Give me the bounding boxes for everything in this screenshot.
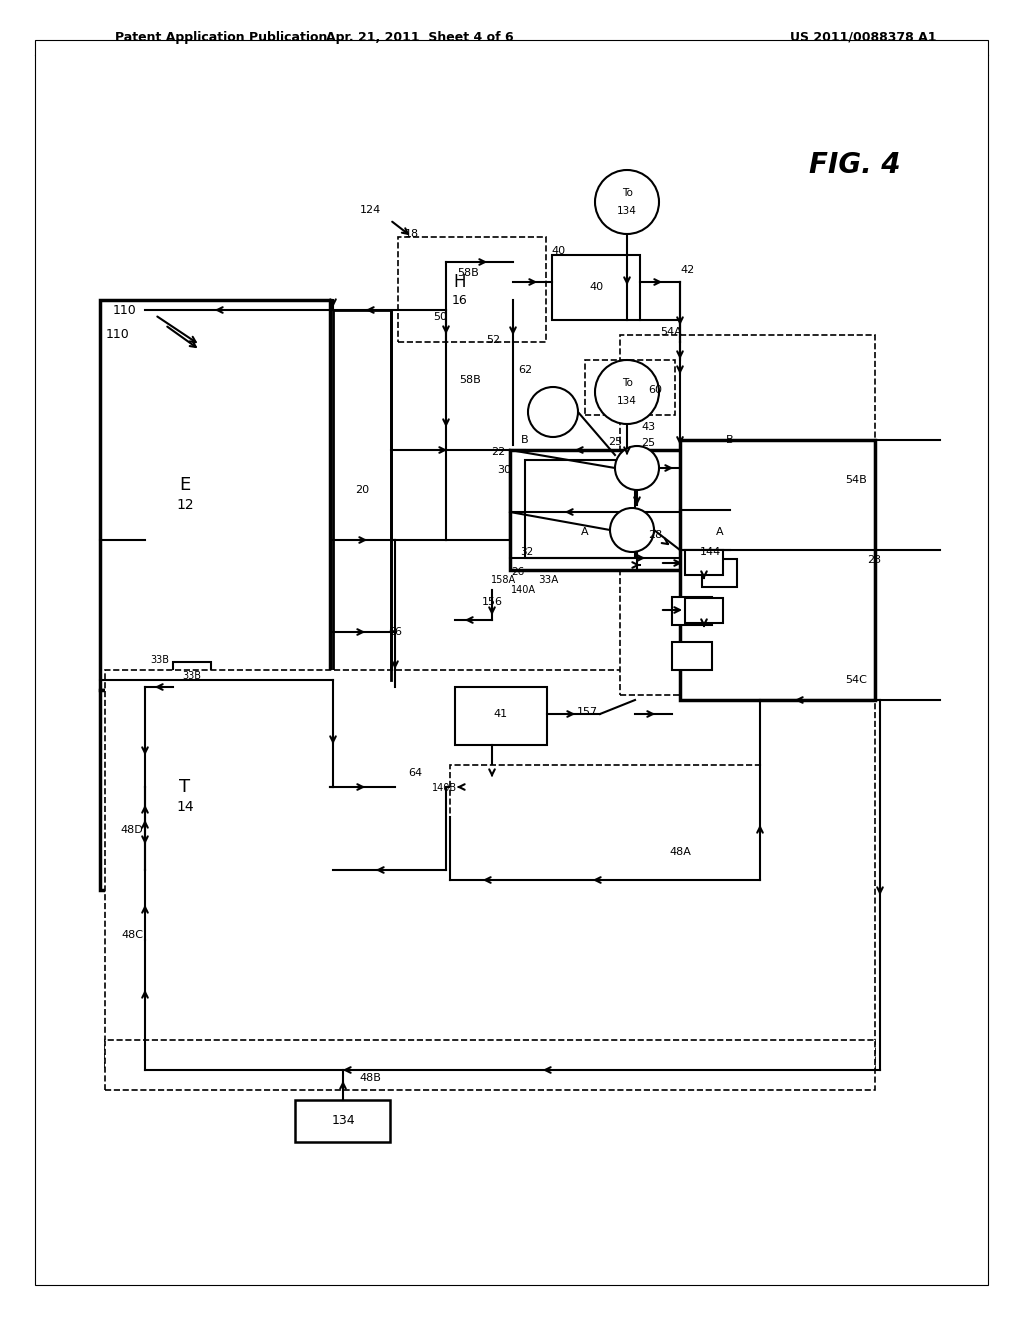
- Bar: [525, 459, 635, 558]
- Text: 40: 40: [551, 246, 565, 256]
- Text: 58B: 58B: [457, 268, 479, 279]
- Text: B: B: [726, 436, 734, 445]
- Text: B: B: [521, 436, 528, 445]
- Bar: [702, 558, 737, 587]
- Bar: [105, 1040, 874, 1090]
- Text: 23: 23: [867, 554, 881, 565]
- Text: 58B: 58B: [459, 375, 481, 385]
- Bar: [415, 249, 530, 330]
- Text: 134: 134: [617, 206, 637, 216]
- Bar: [685, 550, 723, 576]
- Text: Patent Application Publication: Patent Application Publication: [115, 30, 328, 44]
- Bar: [173, 663, 211, 690]
- Bar: [100, 300, 330, 690]
- Circle shape: [528, 387, 578, 437]
- Text: 54C: 54C: [845, 675, 867, 685]
- Text: 48B: 48B: [359, 1073, 381, 1082]
- Text: 48C: 48C: [121, 931, 143, 940]
- Text: 124: 124: [359, 205, 381, 215]
- Circle shape: [595, 360, 659, 424]
- Text: 134: 134: [331, 1114, 354, 1127]
- Text: 16: 16: [453, 293, 468, 306]
- Text: H: H: [454, 273, 466, 290]
- Text: 110: 110: [113, 304, 137, 317]
- Text: 140B: 140B: [432, 783, 458, 793]
- Text: 157: 157: [577, 708, 598, 717]
- Text: 22: 22: [490, 447, 505, 457]
- Bar: [100, 690, 330, 890]
- Bar: [620, 335, 874, 696]
- Text: 14: 14: [176, 800, 194, 814]
- Text: E: E: [179, 477, 190, 494]
- Text: FIG. 4: FIG. 4: [809, 150, 901, 180]
- Circle shape: [595, 170, 659, 234]
- Text: 26: 26: [511, 568, 524, 577]
- Text: 43: 43: [641, 422, 655, 432]
- Text: US 2011/0088378 A1: US 2011/0088378 A1: [790, 30, 937, 44]
- Text: 30: 30: [497, 465, 511, 475]
- Text: 20: 20: [355, 484, 369, 495]
- Bar: [552, 255, 640, 319]
- Text: 25: 25: [641, 438, 655, 447]
- Text: 156: 156: [481, 597, 503, 607]
- Text: 12: 12: [176, 498, 194, 512]
- Text: 144: 144: [699, 546, 721, 557]
- Text: 158A: 158A: [492, 576, 516, 585]
- Bar: [450, 766, 760, 880]
- Bar: [105, 671, 874, 1071]
- Text: 41: 41: [494, 709, 508, 719]
- Text: 18: 18: [406, 228, 419, 239]
- Bar: [510, 450, 730, 570]
- Text: 66: 66: [388, 627, 402, 638]
- Bar: [398, 238, 546, 342]
- Circle shape: [615, 446, 659, 490]
- Text: 50: 50: [433, 312, 447, 322]
- Bar: [333, 310, 391, 680]
- Text: 54A: 54A: [660, 327, 682, 337]
- Bar: [672, 642, 712, 671]
- Text: Apr. 21, 2011  Sheet 4 of 6: Apr. 21, 2011 Sheet 4 of 6: [327, 30, 514, 44]
- Circle shape: [610, 508, 654, 552]
- Text: 40: 40: [589, 282, 603, 292]
- Text: 54B: 54B: [845, 475, 866, 484]
- Text: 28: 28: [648, 531, 663, 540]
- Text: To: To: [622, 187, 633, 198]
- Text: To: To: [622, 378, 633, 388]
- Text: A: A: [716, 527, 724, 537]
- Text: 48D: 48D: [120, 825, 143, 836]
- Bar: [295, 1100, 390, 1142]
- Text: 110: 110: [106, 329, 130, 342]
- Text: 42: 42: [680, 265, 694, 275]
- Text: 140A: 140A: [511, 585, 536, 595]
- Text: 33B: 33B: [151, 655, 170, 665]
- Bar: [455, 686, 547, 744]
- Text: A: A: [582, 527, 589, 537]
- Text: 25: 25: [608, 437, 622, 447]
- Text: 48A: 48A: [669, 847, 691, 857]
- Text: 33B: 33B: [182, 671, 202, 681]
- Bar: [585, 360, 675, 414]
- Text: T: T: [179, 777, 190, 796]
- Text: 33A: 33A: [538, 576, 558, 585]
- Text: 62: 62: [518, 366, 532, 375]
- Bar: [672, 597, 712, 624]
- Text: 52: 52: [486, 335, 500, 345]
- Text: 32: 32: [520, 546, 534, 557]
- Text: 60: 60: [648, 385, 662, 395]
- Text: 134: 134: [617, 396, 637, 407]
- Bar: [680, 440, 874, 700]
- Text: 64: 64: [408, 768, 422, 777]
- Bar: [685, 598, 723, 623]
